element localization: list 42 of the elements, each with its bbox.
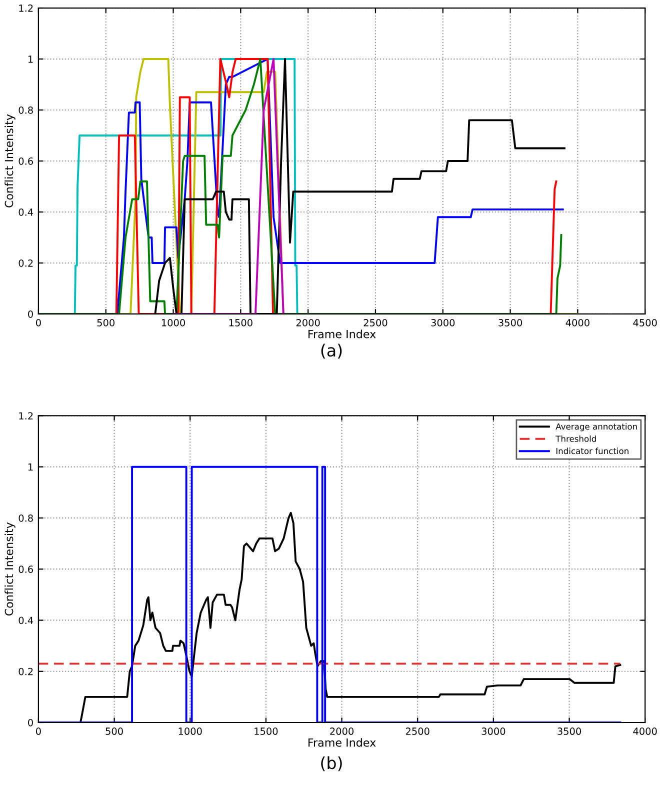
x-tick-label: 1500	[229, 319, 252, 326]
x-tick-label: 0	[36, 319, 41, 326]
y-tick-label: 0.6	[18, 566, 33, 573]
y-tick-label: 1.2	[19, 4, 33, 12]
x-tick-label: 3000	[482, 728, 506, 735]
y-tick-label: 0.8	[18, 514, 33, 522]
y-axis-title: Conflict Intensity	[4, 114, 16, 208]
legend-label: Threshold	[556, 435, 596, 442]
y-tick-label: 0.2	[18, 259, 33, 267]
y-tick-label: 0.4	[18, 616, 34, 624]
x-tick-label: 3000	[431, 319, 455, 326]
x-tick-label: 2000	[296, 319, 320, 326]
x-tick-label: 4000	[566, 319, 590, 326]
x-tick-label: 3500	[498, 319, 522, 326]
x-tick-label: 1500	[254, 728, 278, 735]
y-tick-label: 0.8	[18, 106, 33, 114]
x-tick-label: 0	[36, 728, 41, 735]
x-tick-label: 500	[106, 728, 123, 735]
y-tick-label: 1	[28, 463, 33, 471]
y-tick-label: 0.4	[18, 208, 34, 216]
y-axis-title: Conflict Intensity	[4, 522, 16, 616]
x-tick-label: 2000	[330, 728, 354, 735]
x-tick-label: 500	[97, 319, 114, 326]
x-axis-title: Frame Index	[308, 330, 376, 338]
legend-label: Average annotation	[556, 423, 637, 432]
text: (b)	[321, 756, 342, 772]
y-tick-label: 0	[28, 310, 33, 318]
x-tick-label: 1000	[178, 728, 202, 735]
x-tick-label: 4000	[633, 728, 657, 735]
y-tick-label: 0.6	[18, 157, 33, 165]
text: (a)	[321, 344, 342, 359]
y-tick-label: 0	[28, 718, 33, 726]
legend-label: Indicator function	[556, 448, 628, 454]
x-tick-label: 2500	[364, 319, 388, 326]
x-tick-label: 2500	[406, 728, 430, 735]
x-tick-label: 3500	[558, 728, 581, 735]
x-tick-label: 1000	[162, 319, 185, 326]
y-tick-label: 0.2	[18, 668, 33, 676]
y-tick-label: 1	[28, 56, 33, 63]
x-axis-title: Frame Index	[308, 738, 376, 747]
x-tick-label: 4500	[633, 319, 657, 326]
y-tick-label: 1.2	[19, 412, 33, 420]
